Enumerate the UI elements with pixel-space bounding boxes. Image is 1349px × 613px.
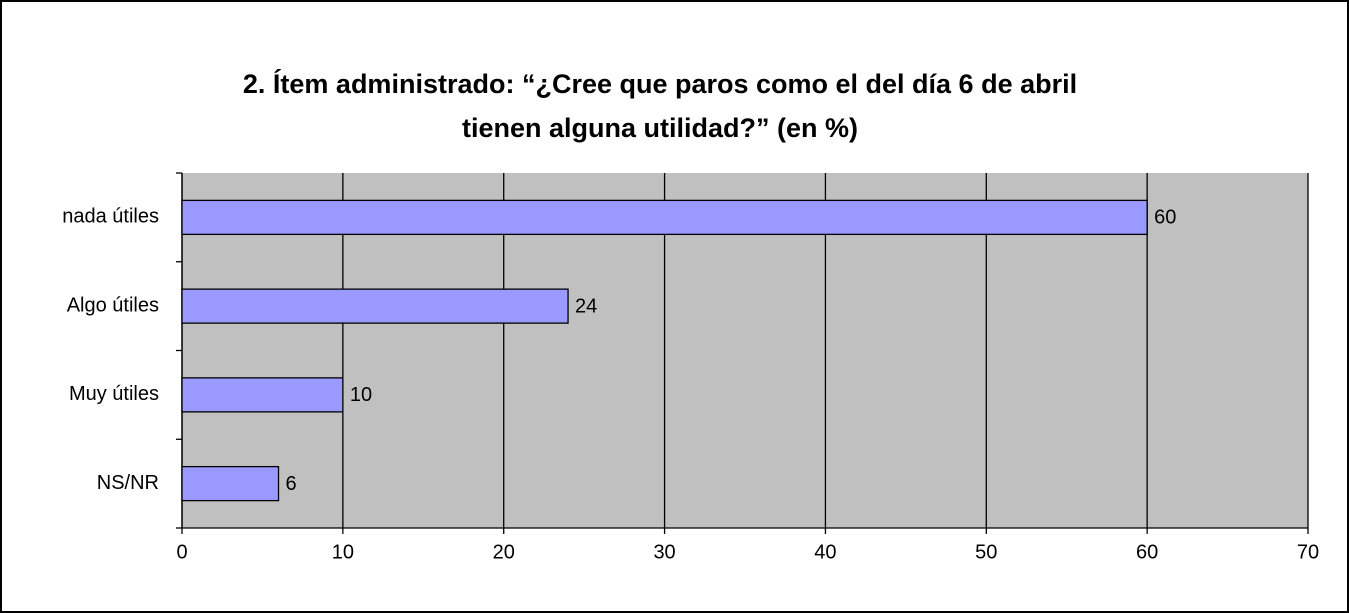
x-tick-label: 10	[332, 541, 354, 563]
x-tick-label: 50	[975, 541, 997, 563]
bar	[181, 465, 280, 502]
y-tick-label: NS/NR	[97, 472, 159, 494]
value-label: 24	[575, 295, 597, 317]
value-label: 10	[350, 384, 372, 406]
x-tick-label: 30	[653, 541, 675, 563]
chart-title: tienen alguna utilidad?” (en %)	[462, 113, 858, 143]
x-tick-label: 40	[814, 541, 836, 563]
value-label: 6	[286, 473, 297, 495]
x-tick-label: 20	[493, 541, 515, 563]
bar	[181, 377, 344, 413]
y-tick-label: Muy útiles	[69, 383, 159, 405]
x-tick-label: 70	[1297, 541, 1319, 563]
y-tick-label: nada útiles	[62, 206, 159, 228]
value-label: 60	[1154, 207, 1176, 229]
x-tick-label: 0	[176, 541, 187, 563]
bar	[181, 199, 1148, 236]
bar	[181, 288, 569, 324]
x-tick-label: 60	[1136, 541, 1158, 563]
chart-title: 2. Ítem administrado: “¿Cree que paros c…	[243, 68, 1077, 99]
y-tick-label: Algo útiles	[67, 294, 159, 316]
